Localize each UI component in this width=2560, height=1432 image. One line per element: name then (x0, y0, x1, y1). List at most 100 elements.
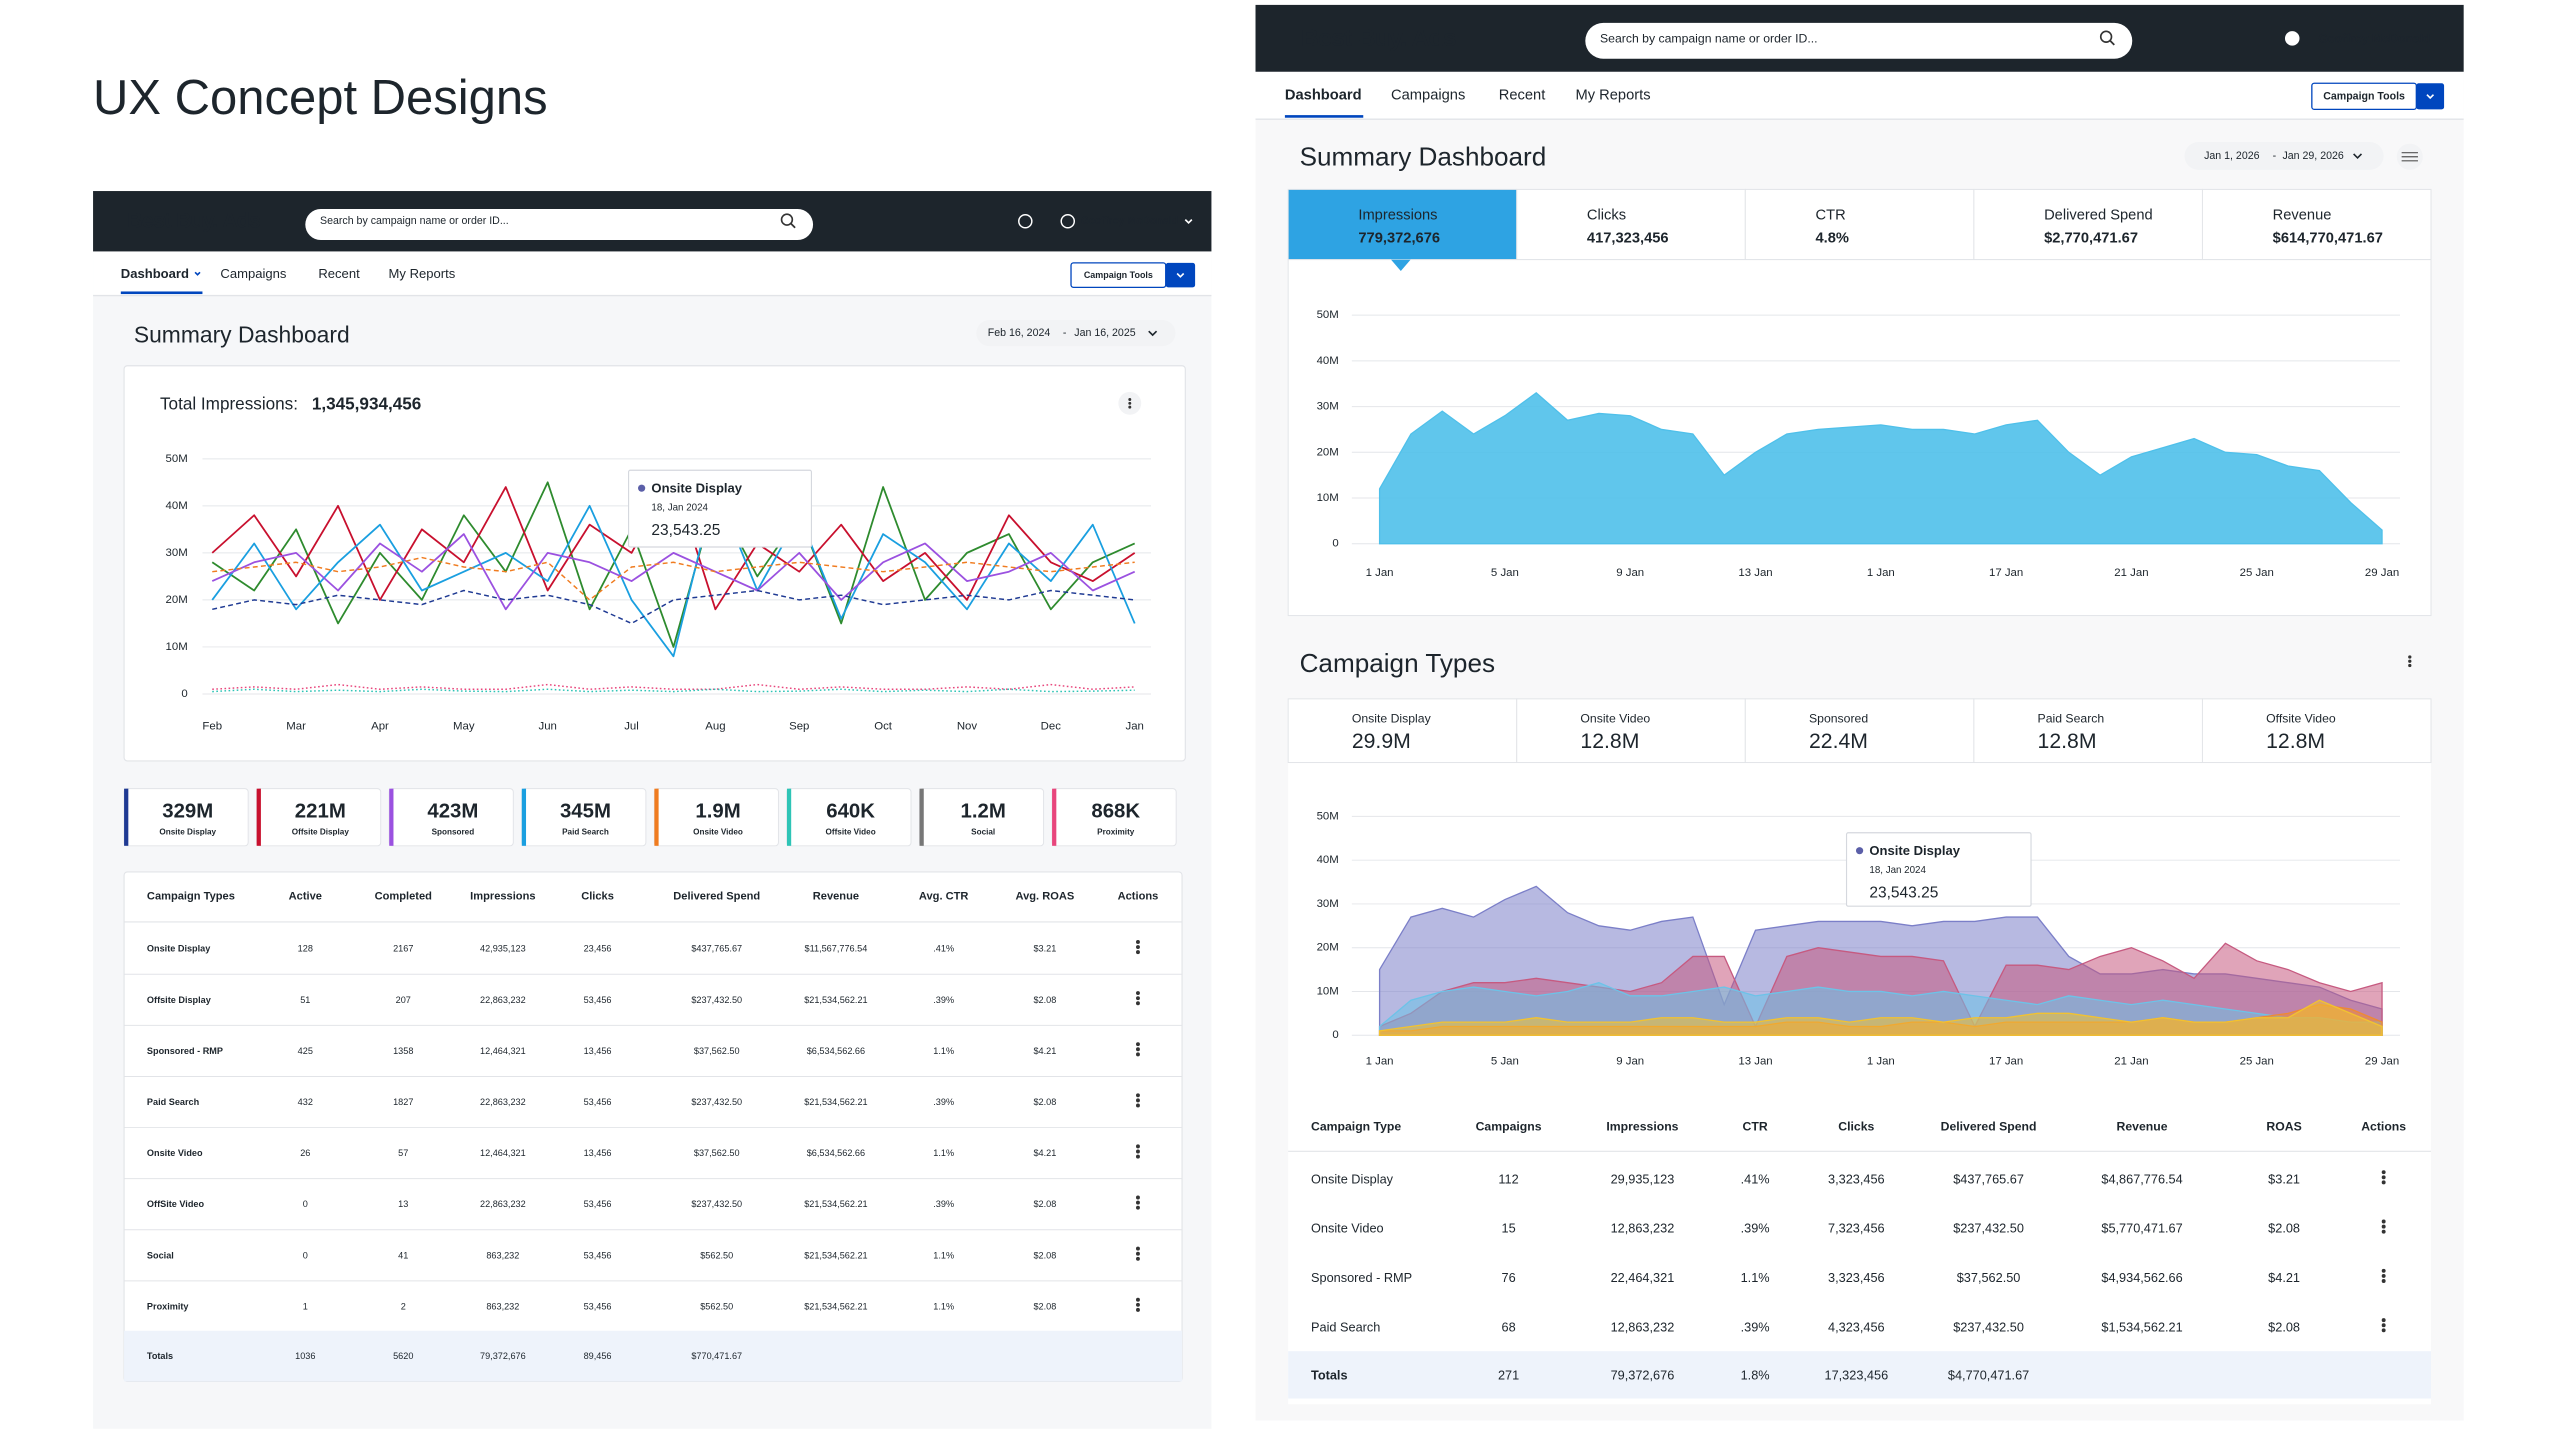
y-tick-label: 20M (1317, 446, 1339, 458)
menu-dot (2381, 1219, 2386, 1224)
help-icon[interactable] (1018, 213, 1033, 229)
kpi-value: 1.2M (961, 801, 1006, 823)
metric-tab[interactable] (1744, 188, 1975, 261)
table-cell: 1358 (393, 1046, 413, 1056)
kpi-card (521, 788, 647, 847)
type-kpi-cell[interactable] (2201, 698, 2432, 764)
x-tick-label: Dec (1041, 721, 1062, 733)
table-row-name: Social (147, 1250, 174, 1260)
table-header: Campaign Type (1311, 1120, 1401, 1134)
menu-dot (2381, 1170, 2386, 1175)
actions-menu[interactable] (2381, 1170, 2386, 1185)
metric-label: Clicks (1587, 208, 1626, 224)
kpi-label: Onsite Video (693, 827, 743, 836)
menu-dot (1136, 1098, 1140, 1103)
actions-menu[interactable] (2408, 655, 2412, 668)
table-cell: 22,863,232 (480, 995, 526, 1005)
user-icon[interactable] (1060, 213, 1076, 229)
actions-menu[interactable] (1136, 1195, 1140, 1210)
type-kpi-value: 22.4M (1809, 730, 1868, 753)
tooltip-value: 23,543.25 (651, 522, 720, 539)
metric-value: 417,323,456 (1587, 230, 1669, 246)
actions-menu[interactable] (1136, 1093, 1140, 1108)
table-header: Campaigns (1476, 1120, 1542, 1134)
actions-menu[interactable] (2381, 1318, 2386, 1333)
actions-menu[interactable] (1136, 1144, 1140, 1159)
menu-dot (2381, 1273, 2386, 1278)
actions-menu[interactable] (1136, 991, 1140, 1006)
actions-menu[interactable] (1136, 1297, 1140, 1312)
table-cell: 1.1% (1741, 1270, 1770, 1285)
campaign-tools-button[interactable] (2311, 82, 2417, 111)
table-total: $770,471.67 (691, 1351, 742, 1361)
type-kpi-cell[interactable] (1973, 698, 2203, 764)
nav-item[interactable]: My Reports (389, 266, 456, 281)
tooltip-title: Onsite Display (651, 481, 742, 496)
table-cell: 53,456 (584, 995, 612, 1005)
menu-dot (1136, 1154, 1140, 1159)
actions-menu[interactable] (1136, 1042, 1140, 1057)
nav-item[interactable]: Campaigns (1391, 88, 1465, 104)
type-kpi-label: Onsite Display (1352, 711, 1432, 725)
menu-dot (1136, 1093, 1140, 1098)
campaign-tools-button[interactable] (1070, 262, 1167, 289)
type-kpi-cell[interactable] (1287, 698, 1518, 764)
table-total: Totals (147, 1351, 173, 1361)
table-cell: 432 (298, 1097, 313, 1107)
actions-menu[interactable] (1136, 939, 1140, 955)
table-cell: 1.1% (933, 1301, 954, 1311)
date-range-picker[interactable] (2184, 142, 2384, 170)
actions-menu[interactable] (1136, 1246, 1140, 1261)
nav-item[interactable]: Recent (1499, 88, 1546, 104)
table-total: 79,372,676 (480, 1351, 526, 1361)
metric-tab[interactable] (2201, 188, 2432, 261)
menu-dot (1136, 945, 1140, 950)
type-kpi-cell[interactable] (1744, 698, 1975, 764)
table-totals-row (1288, 1351, 2432, 1399)
x-tick-label: 1 Jan (1867, 1055, 1895, 1067)
actions-menu[interactable] (2381, 1268, 2386, 1283)
campaign-tools-label: Campaign Tools (1084, 270, 1153, 280)
table-cell: 51 (300, 995, 310, 1005)
campaign-tools-dropdown[interactable] (1165, 262, 1196, 288)
table-cell: 41 (398, 1250, 408, 1260)
nav-item[interactable]: Campaigns (220, 266, 286, 281)
series-line (212, 556, 1135, 601)
search-icon (780, 213, 794, 226)
x-tick-label: 9 Jan (1616, 1055, 1644, 1067)
table-cell: 29,935,123 (1611, 1171, 1675, 1186)
campaign-tools-label: Campaign Tools (2323, 90, 2405, 102)
search-box[interactable] (305, 209, 814, 241)
table-cell: $562.50 (700, 1250, 733, 1260)
kpi-value: 345M (560, 801, 611, 823)
y-tick-label: 30M (1317, 898, 1339, 910)
table-header: ROAS (2266, 1120, 2301, 1134)
actions-menu[interactable] (2381, 1219, 2386, 1234)
nav-item[interactable]: Recent (318, 266, 360, 281)
metric-tab[interactable] (1516, 188, 1746, 261)
actions-menu[interactable] (1128, 398, 1132, 409)
date-range-picker[interactable] (976, 320, 1176, 347)
nav-item[interactable]: Dashboard (1285, 88, 1362, 104)
table-cell: 128 (298, 944, 313, 954)
x-tick-label: Jul (624, 721, 639, 733)
help-icon[interactable] (2284, 31, 2300, 46)
nav-bar (1255, 71, 2464, 120)
nav-item[interactable]: My Reports (1576, 88, 1651, 104)
user-name[interactable]: Geoffrey McDonald (2318, 31, 2430, 45)
nav-active-underline (120, 291, 203, 295)
search-box[interactable] (1585, 22, 2133, 59)
search-icon-handle (2109, 40, 2115, 46)
kpi-value: 329M (162, 801, 213, 823)
metric-tab[interactable] (1973, 188, 2203, 261)
user-name[interactable]: Geoffrey McDonald (1081, 215, 1178, 227)
x-tick-label: Jun (538, 721, 556, 733)
x-tick-label: 29 Jan (2365, 1055, 2399, 1067)
type-kpi-cell[interactable] (1516, 698, 1746, 764)
nav-item[interactable]: Dashboard (121, 266, 189, 281)
table-cell: $2.08 (1033, 1301, 1056, 1311)
x-tick-label: 21 Jan (2114, 567, 2148, 579)
campaign-tools-dropdown[interactable] (2416, 83, 2445, 110)
metric-tab[interactable] (1287, 188, 1518, 261)
